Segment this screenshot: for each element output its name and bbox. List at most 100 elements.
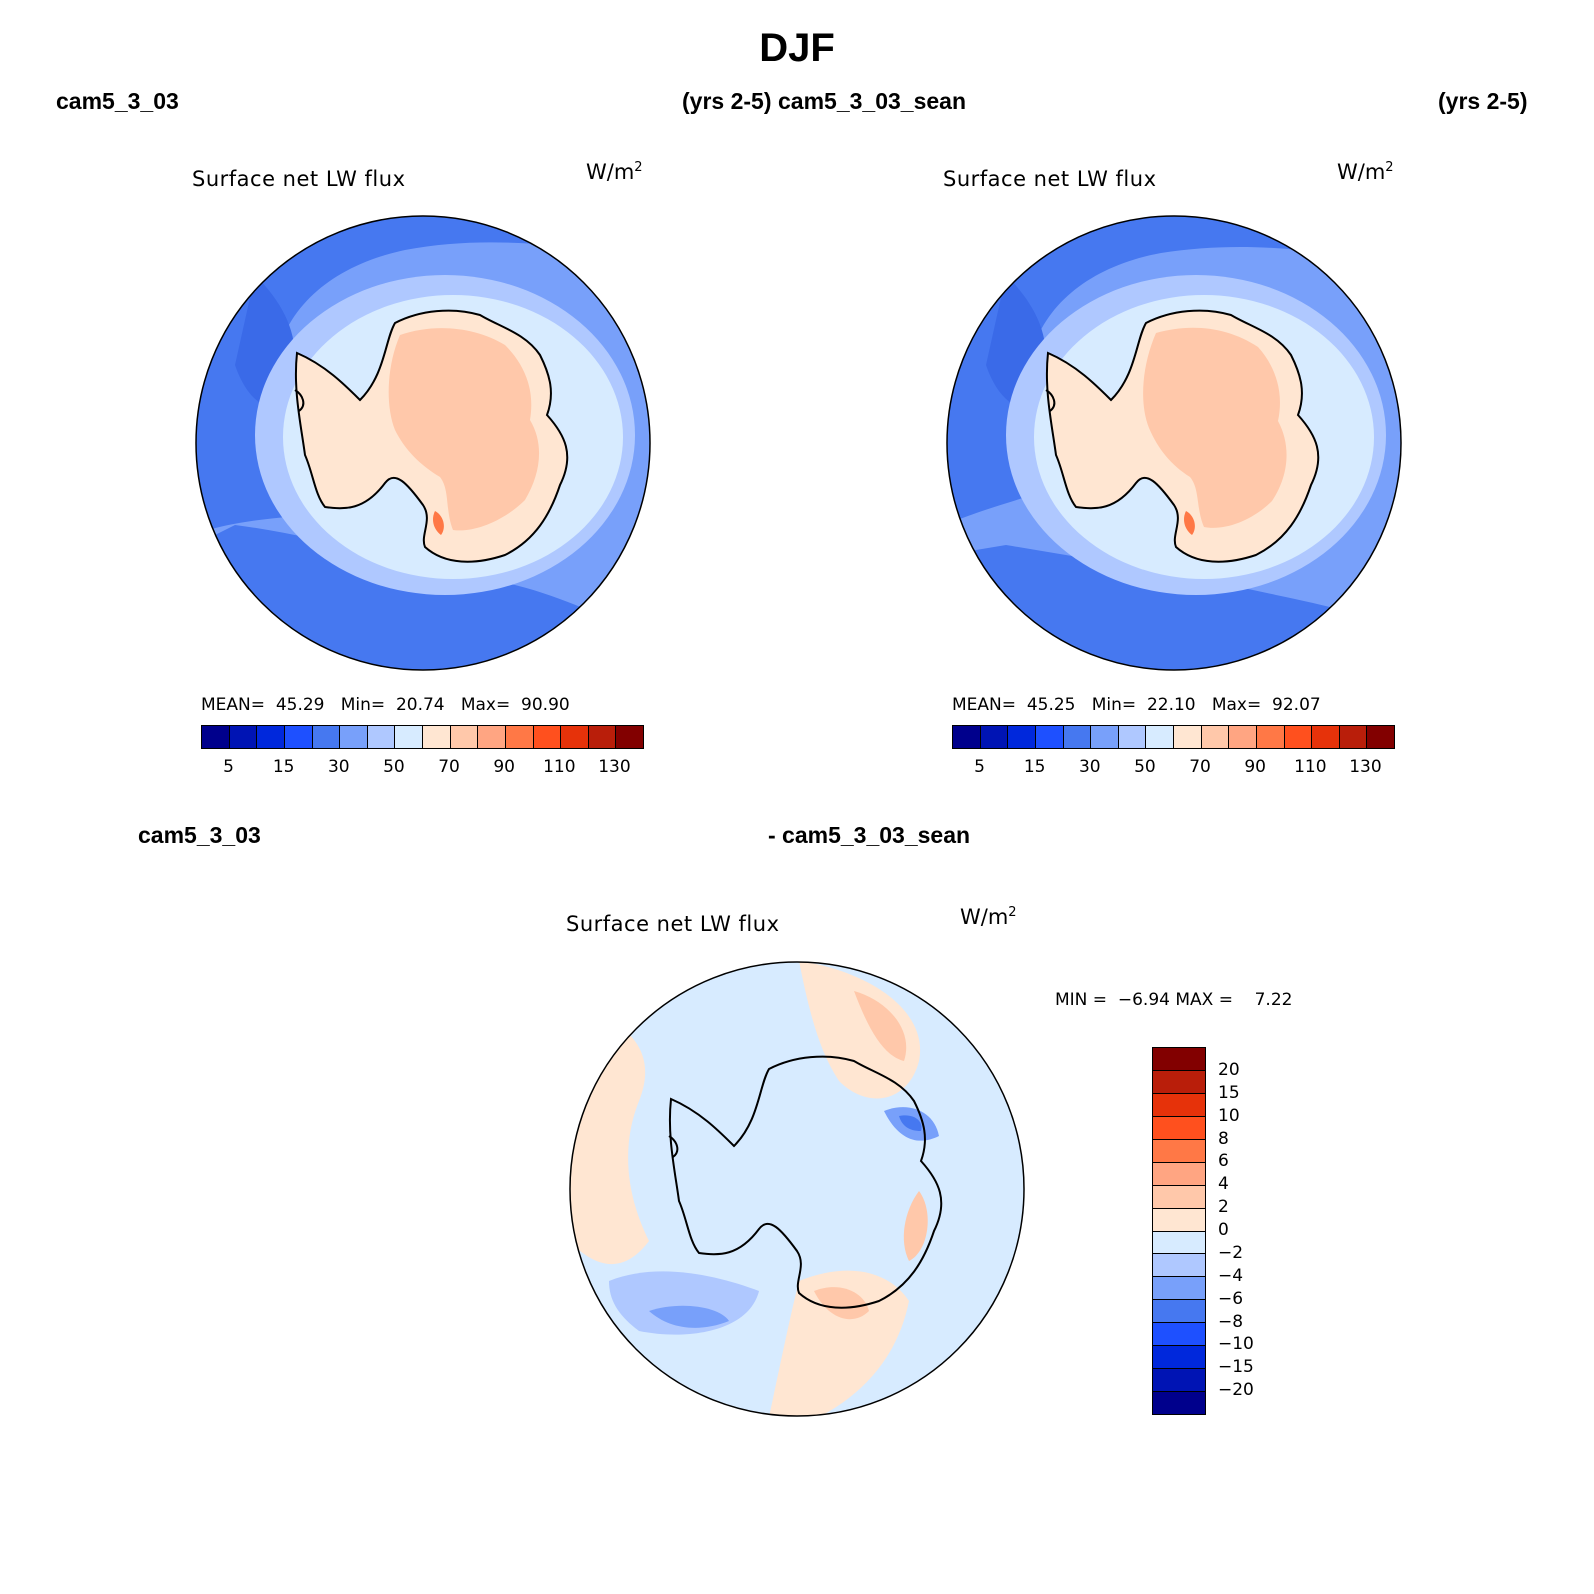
colorbar-swatch (979, 726, 1008, 748)
colorbar-swatch (1255, 726, 1284, 748)
panel2-colorbar (952, 725, 1395, 749)
colorbar-swatch (1153, 1161, 1205, 1185)
colorbar-tick-label: 8 (1218, 1128, 1229, 1149)
panel1-stats: MEAN= 45.29 Min= 20.74 Max= 90.90 (201, 695, 570, 715)
colorbar-swatch (1338, 726, 1367, 748)
panel1-case-label: cam5_3_03 (56, 88, 179, 114)
figure-title: DJF (759, 26, 835, 70)
colorbar-swatch (394, 726, 422, 748)
panel1-polar-map (195, 215, 651, 671)
colorbar-tick-label: 4 (1218, 1174, 1229, 1195)
diff-map-border (569, 961, 1025, 1417)
colorbar-swatch (202, 726, 229, 748)
diff-colorbar (1152, 1047, 1206, 1415)
colorbar-swatch (1153, 1115, 1205, 1139)
colorbar-swatch (1200, 726, 1229, 748)
panel2-coastline (1045, 309, 1320, 563)
panel1-years-label: (yrs 2-5) (682, 88, 772, 114)
colorbar-swatch (504, 726, 533, 748)
colorbar-swatch (1145, 726, 1173, 748)
colorbar-swatch (311, 726, 340, 748)
colorbar-tick-label: 10 (1218, 1105, 1240, 1126)
colorbar-swatch (339, 726, 367, 748)
colorbar-tick-label: 20 (1218, 1059, 1240, 1080)
colorbar-swatch (1153, 1345, 1205, 1369)
diff-units: W/m2 (960, 905, 1017, 929)
panel2-peninsula-islands (1045, 389, 1056, 412)
colorbar-swatch (1311, 726, 1339, 748)
colorbar-tick-label: 30 (327, 757, 350, 777)
colorbar-tick-label: −10 (1218, 1334, 1254, 1355)
diff-south-high (814, 1287, 869, 1320)
colorbar-swatch (560, 726, 588, 748)
colorbar-tick-label: 30 (1078, 757, 1101, 777)
colorbar-swatch (1153, 1092, 1205, 1116)
colorbar-swatch (1034, 726, 1063, 748)
colorbar-tick-label: 130 (598, 757, 631, 777)
panel2-stats: MEAN= 45.25 Min= 22.10 Max= 92.07 (952, 695, 1321, 715)
colorbar-tick-label: −20 (1218, 1380, 1254, 1401)
colorbar-swatch (422, 726, 450, 748)
colorbar-swatch (1283, 726, 1312, 748)
panel2-outer-band (947, 216, 1401, 525)
panel2-map-border (946, 215, 1402, 671)
colorbar-tick-label: 15 (272, 757, 295, 777)
colorbar-swatch (1153, 1322, 1205, 1346)
colorbar-swatch (228, 726, 257, 748)
colorbar-swatch (1153, 1138, 1205, 1162)
diff-east-low (899, 1115, 922, 1131)
colorbar-swatch (1153, 1230, 1205, 1254)
panel2-plot-title: Surface net LW flux (943, 167, 1157, 191)
colorbar-swatch (1007, 726, 1035, 748)
colorbar-tick-label: 70 (1189, 757, 1211, 777)
panel1-southern-band (196, 525, 650, 670)
diff-stats: MIN = −6.94 MAX = 7.22 (1055, 990, 1293, 1010)
colorbar-tick-label: −6 (1218, 1288, 1244, 1309)
diff-southwest-low (649, 1305, 729, 1328)
diff-south-positive (769, 1270, 909, 1416)
colorbar-tick-label: −4 (1218, 1265, 1244, 1286)
colorbar-tick-label: 90 (1244, 757, 1267, 777)
panel2-units: W/m2 (1337, 160, 1394, 184)
colorbar-swatch (587, 726, 616, 748)
panel1-map-border (195, 215, 651, 671)
colorbar-swatch (1366, 726, 1394, 748)
panel2-plateau-high (1143, 327, 1287, 528)
colorbar-swatch (366, 726, 395, 748)
colorbar-swatch (283, 726, 312, 748)
colorbar-swatch (256, 726, 284, 748)
colorbar-tick-label: 15 (1218, 1082, 1240, 1103)
colorbar-swatch (1153, 1299, 1205, 1323)
colorbar-tick-label: 50 (383, 757, 405, 777)
diff-north-positive (799, 962, 921, 1099)
colorbar-swatch (1153, 1048, 1205, 1070)
diff-polar-map (569, 961, 1025, 1417)
colorbar-tick-label: −15 (1218, 1357, 1254, 1378)
colorbar-swatch (1062, 726, 1091, 748)
colorbar-swatch (1117, 726, 1146, 748)
diff-north-high (854, 991, 907, 1061)
colorbar-swatch (1153, 1253, 1205, 1277)
panel2-polar-map (946, 215, 1402, 671)
colorbar-swatch (1153, 1391, 1205, 1414)
panel2-ross-max (1184, 511, 1195, 535)
colorbar-swatch (1090, 726, 1118, 748)
colorbar-tick-label: −8 (1218, 1311, 1244, 1332)
colorbar-swatch (1153, 1207, 1205, 1231)
colorbar-tick-label: 5 (223, 757, 234, 777)
colorbar-tick-label: 70 (438, 757, 460, 777)
panel1-peninsula-islands (294, 389, 305, 412)
colorbar-swatch (1153, 1069, 1205, 1093)
panel1-ross-max (433, 511, 444, 535)
colorbar-swatch (1228, 726, 1256, 748)
diff-peninsula-islands (668, 1135, 679, 1158)
panel1-plateau-high (388, 328, 540, 531)
colorbar-swatch (1173, 726, 1201, 748)
colorbar-tick-label: 0 (1218, 1220, 1229, 1240)
panel1-coastline (294, 309, 569, 563)
colorbar-swatch (1153, 1276, 1205, 1300)
colorbar-swatch (1153, 1184, 1205, 1208)
panel1-units: W/m2 (586, 160, 643, 184)
colorbar-swatch (615, 726, 643, 748)
colorbar-tick-label: 50 (1134, 757, 1156, 777)
